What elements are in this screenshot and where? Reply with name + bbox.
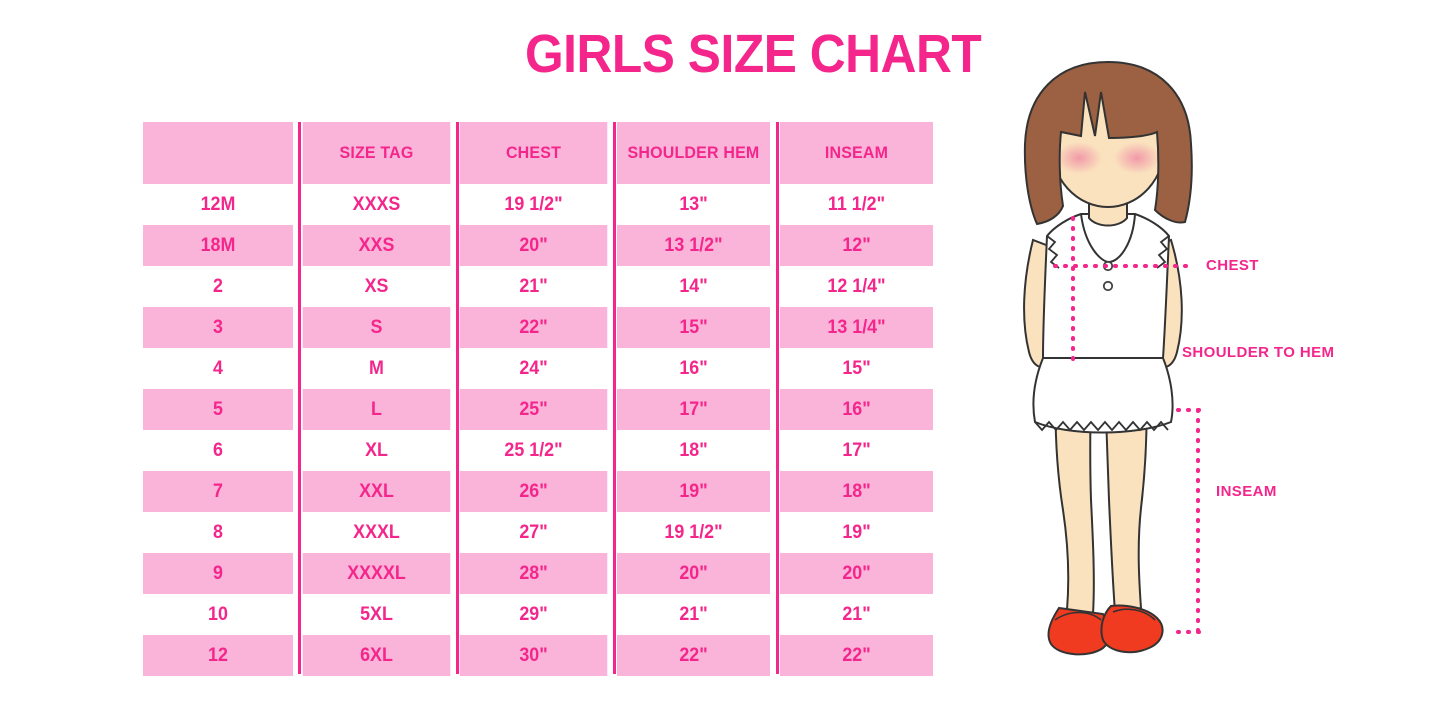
cell-6-1: XL (302, 430, 451, 471)
table-row: 8 XXXL 27" 19 1/2" 19" (138, 512, 938, 553)
cell-12M-4: 11 1/2" (779, 184, 934, 225)
cell-3-3: 15" (616, 307, 771, 348)
cell-6-2: 25 1/2" (459, 430, 608, 471)
table-row: 2 XS 21" 14" 12 1/4" (138, 266, 938, 307)
ruffle-strap-left (1046, 235, 1060, 269)
cell-5-1: L (302, 389, 451, 430)
hair (1023, 60, 1193, 226)
cell-9-0: 9 (142, 553, 294, 594)
cell-12-0: 12 (142, 635, 294, 676)
cell-18M-3: 13 1/2" (616, 225, 771, 266)
cell-7-1: XXL (302, 471, 451, 512)
table-row: 12 6XL 30" 22" 22" (138, 635, 938, 676)
cell-7-0: 7 (142, 471, 294, 512)
cell-3-0: 3 (142, 307, 294, 348)
cell-2-0: 2 (142, 266, 294, 307)
cell-6-3: 18" (616, 430, 771, 471)
cell-12M-2: 19 1/2" (459, 184, 608, 225)
cell-8-3: 19 1/2" (616, 512, 771, 553)
cell-3-4: 13 1/4" (779, 307, 934, 348)
column-header-2: CHEST (459, 122, 608, 184)
cell-12M-0: 12M (142, 184, 294, 225)
table-row: 3 S 22" 15" 13 1/4" (138, 307, 938, 348)
skirt-ruffle-hem (1034, 420, 1169, 432)
column-header-4: INSEAM (779, 122, 934, 184)
cell-8-0: 8 (142, 512, 294, 553)
column-header-0 (142, 122, 294, 184)
cell-3-1: S (302, 307, 451, 348)
cell-12M-1: XXXS (302, 184, 451, 225)
cell-18M-1: XXS (302, 225, 451, 266)
shoe-strap-right (1112, 608, 1156, 621)
cell-8-2: 27" (459, 512, 608, 553)
cell-8-1: XXXL (302, 512, 451, 553)
cell-2-2: 21" (459, 266, 608, 307)
cell-4-1: M (302, 348, 451, 389)
button-lower (1102, 280, 1114, 292)
table-row: 9 XXXXL 28" 20" 20" (138, 553, 938, 594)
girl-figure-illustration (1023, 60, 1202, 656)
ruffle-strap-right (1156, 235, 1170, 269)
annotation-label-chest: CHEST (1206, 257, 1259, 274)
cell-18M-2: 20" (459, 225, 608, 266)
cell-3-2: 22" (459, 307, 608, 348)
cell-10-2: 29" (459, 594, 608, 635)
cell-2-4: 12 1/4" (779, 266, 934, 307)
cell-12-3: 22" (616, 635, 771, 676)
table-divider-3 (613, 122, 616, 674)
table-row: 5 L 25" 17" 16" (138, 389, 938, 430)
cell-4-4: 15" (779, 348, 934, 389)
cell-9-3: 20" (616, 553, 771, 594)
cell-2-1: XS (302, 266, 451, 307)
cell-5-3: 17" (616, 389, 771, 430)
cell-4-3: 16" (616, 348, 771, 389)
table-row: 18M XXS 20" 13 1/2" 12" (138, 225, 938, 266)
cell-12M-3: 13" (616, 184, 771, 225)
page-title: GIRLS SIZE CHART (524, 24, 982, 84)
table-header-row: SIZE TAG CHEST SHOULDER HEM INSEAM (138, 122, 938, 184)
cell-8-4: 19" (779, 512, 934, 553)
cell-7-2: 26" (459, 471, 608, 512)
cell-9-1: XXXXL (302, 553, 451, 594)
column-header-3: SHOULDER HEM (616, 122, 771, 184)
cell-10-0: 10 (142, 594, 294, 635)
cell-4-2: 24" (459, 348, 608, 389)
annotation-label-inseam: INSEAM (1216, 483, 1277, 500)
annotation-label-shoulder-to-hem: SHOULDER TO HEM (1182, 344, 1335, 361)
skirt (1032, 357, 1174, 434)
cell-6-4: 17" (779, 430, 934, 471)
cell-12-4: 22" (779, 635, 934, 676)
cell-5-4: 16" (779, 389, 934, 430)
cell-5-0: 5 (142, 389, 294, 430)
cell-2-3: 14" (616, 266, 771, 307)
cell-7-3: 19" (616, 471, 771, 512)
table-row: 10 5XL 29" 21" 21" (138, 594, 938, 635)
table-row: 6 XL 25 1/2" 18" 17" (138, 430, 938, 471)
cell-4-0: 4 (142, 348, 294, 389)
cell-7-4: 18" (779, 471, 934, 512)
table-row: 12M XXXS 19 1/2" 13" 11 1/2" (138, 184, 938, 225)
size-chart-table: SIZE TAG CHEST SHOULDER HEM INSEAM 12M XXXS 19… (138, 122, 938, 676)
shoe-right (1100, 604, 1164, 654)
cell-18M-0: 18M (142, 225, 294, 266)
table-row: 4 M 24" 16" 15" (138, 348, 938, 389)
blush-right (1114, 142, 1160, 174)
cell-10-4: 21" (779, 594, 934, 635)
cell-10-1: 5XL (302, 594, 451, 635)
table-divider-2 (456, 122, 459, 674)
table-divider-1 (298, 122, 301, 674)
cell-18M-4: 12" (779, 225, 934, 266)
column-header-1: SIZE TAG (302, 122, 451, 184)
table-row: 7 XXL 26" 19" 18" (138, 471, 938, 512)
shoe-strap-left (1054, 611, 1102, 621)
cell-6-0: 6 (142, 430, 294, 471)
cell-5-2: 25" (459, 389, 608, 430)
cell-10-3: 21" (616, 594, 771, 635)
blush-left (1056, 142, 1102, 174)
cell-12-2: 30" (459, 635, 608, 676)
table-divider-4 (776, 122, 779, 674)
cell-12-1: 6XL (302, 635, 451, 676)
cell-9-2: 28" (459, 553, 608, 594)
cell-9-4: 20" (779, 553, 934, 594)
